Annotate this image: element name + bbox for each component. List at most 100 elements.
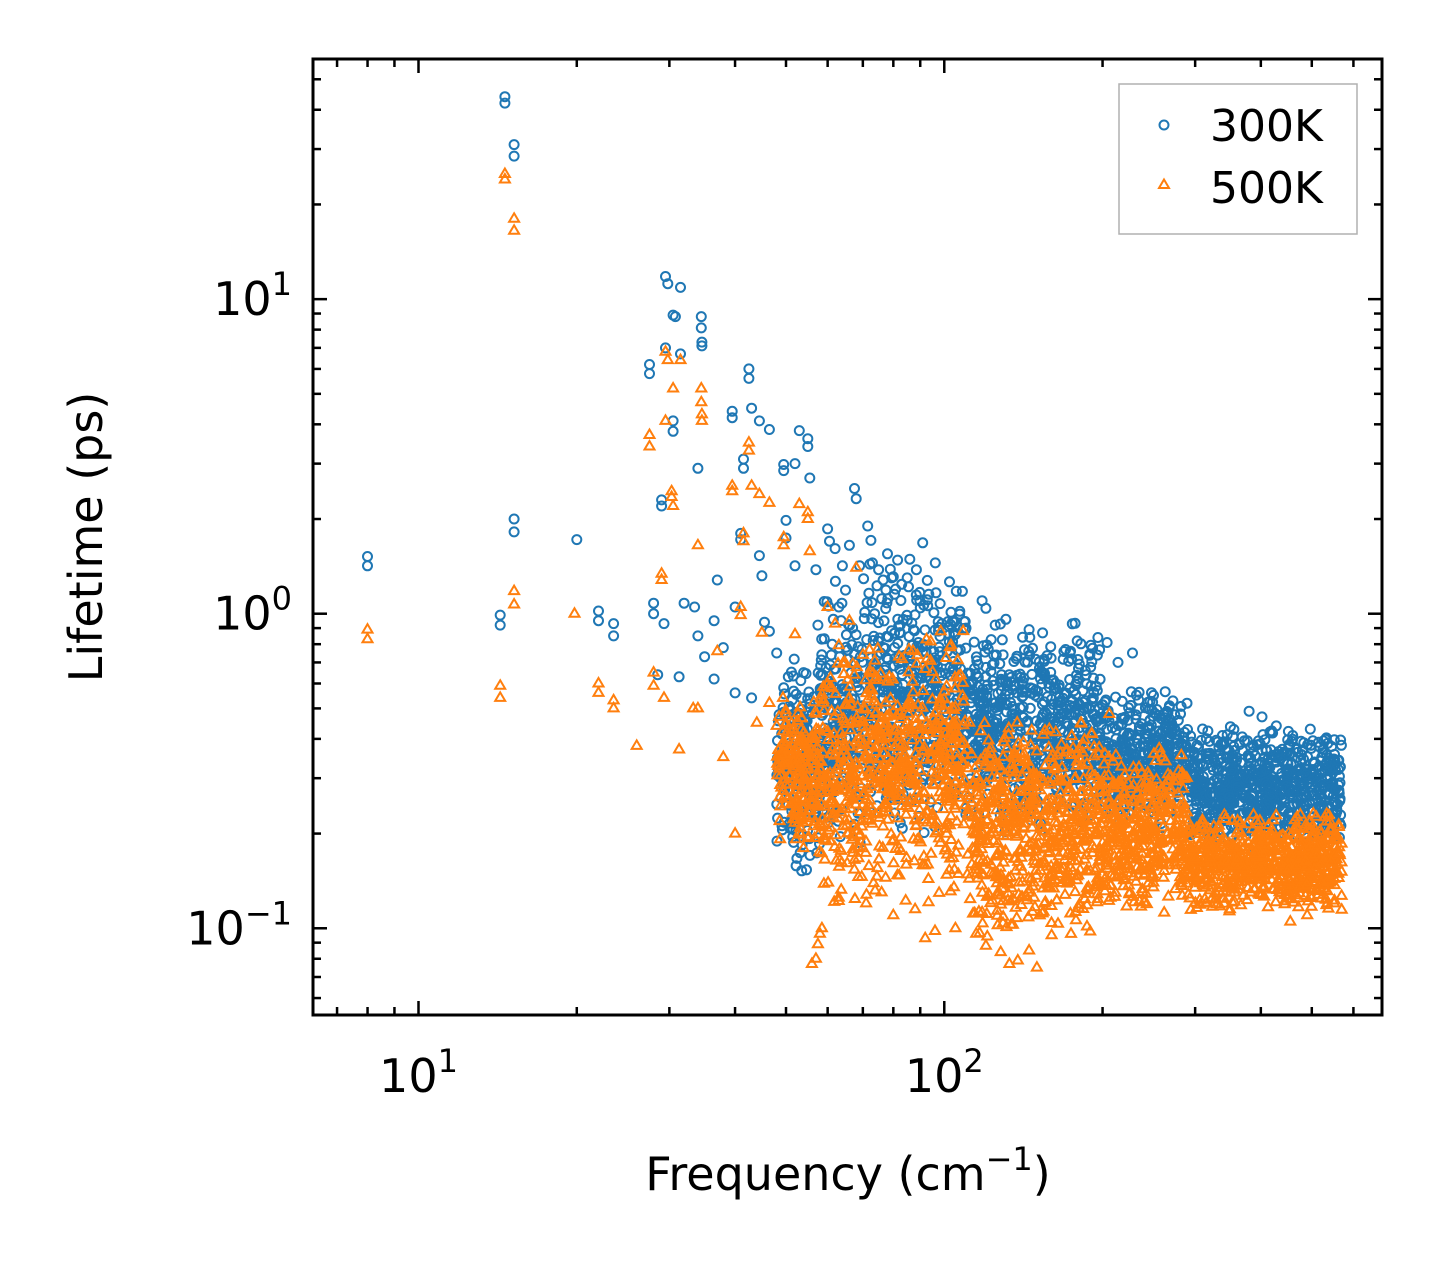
data-point-500k — [848, 891, 862, 903]
data-point-500k — [908, 795, 922, 808]
data-point-500k — [778, 702, 793, 715]
data-point-500k — [1163, 768, 1178, 781]
data-point-500k — [985, 893, 1000, 905]
data-point-300k — [985, 666, 997, 677]
data-point-300k — [816, 649, 828, 661]
data-point-500k — [878, 766, 893, 778]
data-point-300k — [1333, 784, 1345, 796]
data-point-500k — [932, 761, 946, 774]
data-point-500k — [853, 776, 867, 789]
data-point-300k — [1073, 662, 1084, 674]
data-point-300k — [910, 564, 922, 576]
data-point-500k — [1021, 909, 1036, 922]
data-point-500k — [1133, 797, 1148, 809]
data-point-500k — [872, 750, 887, 763]
data-point-500k — [960, 742, 974, 754]
data-point-300k — [644, 368, 655, 380]
data-point-500k — [862, 767, 876, 779]
data-point-300k — [956, 585, 968, 597]
data-point-500k — [936, 742, 950, 755]
data-point-300k — [871, 580, 883, 592]
data-point-300k — [1256, 787, 1268, 799]
data-point-500k — [1029, 868, 1044, 880]
data-point-300k — [1252, 735, 1264, 747]
data-point-500k — [946, 724, 961, 737]
data-point-500k — [811, 799, 826, 811]
data-point-500k — [978, 855, 992, 867]
data-point-300k — [812, 619, 824, 631]
data-point-500k — [917, 739, 932, 752]
data-point-500k — [890, 698, 905, 711]
data-point-500k — [1050, 892, 1064, 905]
data-point-500k — [817, 828, 832, 841]
data-point-500k — [1073, 784, 1088, 796]
data-point-500k — [796, 734, 810, 746]
data-point-500k — [1098, 883, 1112, 896]
data-point-300k — [1227, 751, 1239, 763]
data-point-300k — [673, 671, 685, 683]
data-point-300k — [1191, 739, 1203, 751]
data-point-300k — [1065, 708, 1077, 720]
data-point-300k — [1259, 734, 1271, 746]
data-point-500k — [1181, 814, 1196, 827]
data-point-500k — [850, 757, 865, 769]
data-point-500k — [1042, 721, 1057, 734]
data-point-500k — [963, 891, 977, 904]
data-point-300k — [660, 271, 671, 282]
data-point-500k — [914, 710, 929, 722]
data-point-500k — [793, 755, 808, 767]
data-point-500k — [827, 839, 842, 851]
data-point-300k — [944, 576, 955, 588]
data-point-300k — [1080, 669, 1092, 681]
data-point-500k — [1102, 825, 1116, 838]
data-point-300k — [829, 575, 841, 587]
data-point-500k — [1061, 784, 1075, 797]
data-point-500k — [1056, 861, 1071, 873]
data-point-300k — [862, 520, 874, 532]
data-point-500k — [1053, 774, 1068, 786]
data-point-300k — [887, 571, 899, 583]
data-point-500k — [770, 756, 785, 768]
data-point-300k — [1334, 795, 1346, 807]
data-point-500k — [1072, 741, 1086, 754]
data-point-500k — [875, 781, 890, 794]
data-point-500k — [816, 679, 831, 691]
data-point-300k — [1015, 671, 1027, 683]
data-point-500k — [1125, 792, 1140, 805]
data-point-300k — [1163, 700, 1175, 712]
data-point-300k — [992, 688, 1004, 700]
data-point-500k — [956, 694, 971, 706]
data-point-500k — [862, 756, 877, 768]
data-point-500k — [850, 659, 864, 672]
data-point-500k — [891, 743, 905, 755]
data-point-300k — [791, 852, 803, 864]
data-point-500k — [1249, 813, 1263, 825]
data-point-300k — [1219, 776, 1230, 788]
data-point-500k — [1152, 812, 1167, 824]
data-point-500k — [840, 697, 854, 710]
data-point-300k — [1223, 791, 1235, 803]
data-point-500k — [893, 830, 908, 842]
data-point-500k — [976, 867, 991, 880]
data-point-500k — [956, 623, 970, 636]
data-point-500k — [842, 690, 856, 703]
data-point-500k — [872, 851, 886, 864]
data-point-300k — [692, 630, 704, 642]
data-point-300k — [656, 500, 668, 512]
data-point-500k — [1069, 872, 1084, 885]
data-point-500k — [1069, 912, 1083, 925]
data-point-500k — [822, 780, 837, 792]
data-point-500k — [882, 783, 897, 796]
data-point-500k — [1013, 745, 1028, 757]
plot-area — [360, 91, 1349, 972]
data-point-500k — [1066, 826, 1080, 838]
data-point-500k — [796, 802, 810, 814]
data-point-300k — [776, 824, 788, 836]
data-point-500k — [832, 637, 846, 650]
data-point-300k — [996, 669, 1008, 681]
data-point-500k — [1143, 860, 1157, 873]
data-point-300k — [1173, 730, 1185, 741]
data-point-500k — [967, 841, 982, 853]
data-point-300k — [669, 311, 681, 323]
data-point-500k — [1084, 764, 1098, 777]
